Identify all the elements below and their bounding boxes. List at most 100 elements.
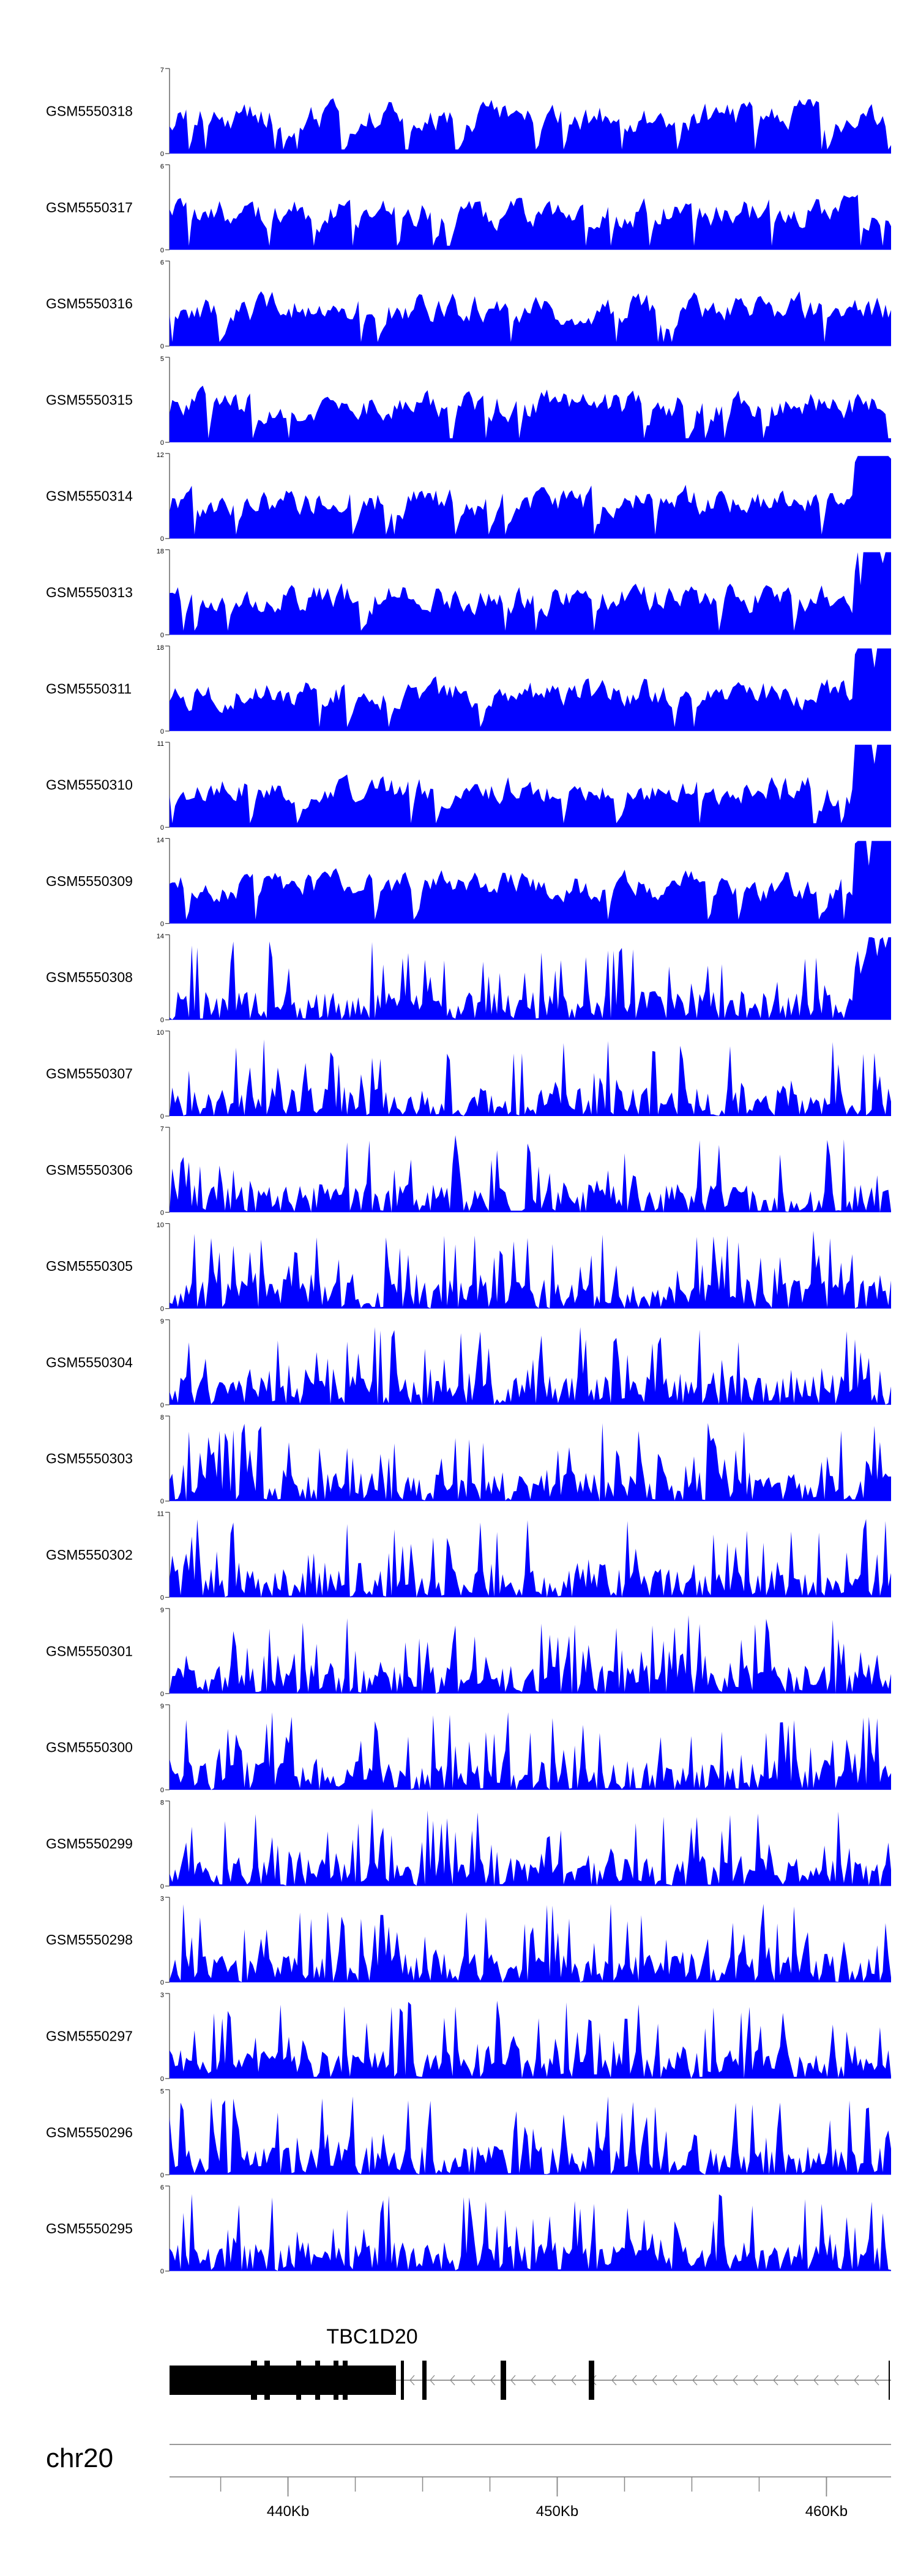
track-GSM5550317: GSM5550317 6 0: [46, 163, 891, 254]
y-min-label: 0: [160, 343, 164, 351]
y-min-label: 0: [160, 824, 164, 832]
chromosome-label: chr20: [46, 2443, 113, 2473]
strand-arrow: [571, 2375, 577, 2386]
y-max-label: 8: [160, 1799, 164, 1806]
coverage-area: [170, 841, 891, 924]
strand-arrow: [793, 2375, 799, 2386]
track-label: GSM5550307: [46, 1066, 133, 1082]
track-label: GSM5550304: [46, 1354, 133, 1370]
coverage-area: [170, 291, 891, 346]
exon-block: [343, 2361, 348, 2400]
gene-name-label: TBC1D20: [326, 2325, 417, 2348]
track-GSM5550308: GSM5550308 14 0: [46, 933, 891, 1024]
y-min-label: 0: [160, 1113, 164, 1120]
y-max-label: 9: [160, 1703, 164, 1710]
y-max-label: 10: [157, 1222, 164, 1229]
track-label: GSM5550301: [46, 1643, 133, 1659]
y-max-label: 7: [160, 1125, 164, 1133]
track-GSM5550304: GSM5550304 9 0: [46, 1318, 891, 1409]
exon-block: [315, 2361, 320, 2400]
genomic-axis: chr20 440Kb 450Kb 460Kb: [46, 2443, 891, 2520]
track-GSM5550297: GSM5550297 3 0: [46, 1992, 891, 2083]
track-GSM5550302: GSM5550302 11 0: [46, 1511, 891, 1602]
strand-arrow: [854, 2375, 859, 2386]
y-min-label: 0: [160, 632, 164, 639]
y-min-label: 0: [160, 1498, 164, 1505]
track-GSM5550314: GSM5550314 12 0: [46, 452, 891, 543]
track-label: GSM5550305: [46, 1258, 133, 1274]
track-GSM5550303: GSM5550303 8 0: [46, 1414, 891, 1505]
track-label: GSM5550310: [46, 777, 133, 793]
track-GSM5550318: GSM5550318 7 0: [46, 67, 891, 158]
coverage-area: [170, 456, 891, 539]
track-label: GSM5550298: [46, 1932, 133, 1948]
track-label: GSM5550300: [46, 1740, 133, 1755]
y-max-label: 8: [160, 1414, 164, 1421]
y-max-label: 5: [160, 356, 164, 363]
y-max-label: 5: [160, 2088, 164, 2095]
y-min-label: 0: [160, 2268, 164, 2276]
track-GSM5550296: GSM5550296 5 0: [46, 2088, 891, 2179]
exon-block: [422, 2361, 427, 2400]
y-max-label: 3: [160, 1992, 164, 1999]
track-label: GSM5550309: [46, 873, 133, 889]
y-min-label: 0: [160, 1402, 164, 1409]
track-GSM5550306: GSM5550306 7 0: [46, 1125, 891, 1216]
track-GSM5550298: GSM5550298 3 0: [46, 1896, 891, 1987]
strand-arrow: [753, 2375, 758, 2386]
exon-block: [264, 2361, 270, 2400]
track-label: GSM5550295: [46, 2220, 133, 2236]
coverage-area: [170, 1423, 891, 1502]
track-GSM5550305: GSM5550305 10 0: [46, 1222, 891, 1313]
track-GSM5550315: GSM5550315 5 0: [46, 356, 891, 447]
strand-arrow: [672, 2375, 677, 2386]
exon-block: [334, 2361, 338, 2400]
y-max-label: 7: [160, 67, 164, 74]
exon-block: [251, 2361, 257, 2400]
y-max-label: 11: [157, 740, 164, 748]
y-max-label: 18: [157, 644, 164, 652]
y-min-label: 0: [160, 1017, 164, 1024]
strand-arrow: [510, 2375, 516, 2386]
strand-arrow: [409, 2375, 415, 2386]
track-GSM5550310: GSM5550310 11 0: [46, 740, 891, 832]
utr-block: [170, 2366, 396, 2395]
track-label: GSM5550302: [46, 1547, 133, 1563]
y-max-label: 6: [160, 163, 164, 170]
y-min-label: 0: [160, 1209, 164, 1216]
axis-tick-label: 440Kb: [267, 2503, 309, 2520]
track-GSM5550309: GSM5550309 14 0: [46, 836, 891, 928]
coverage-area: [170, 2000, 891, 2079]
track-GSM5550301: GSM5550301 9 0: [46, 1607, 891, 1698]
track-label: GSM5550314: [46, 488, 133, 504]
exon-block: [501, 2361, 506, 2400]
y-max-label: 9: [160, 1607, 164, 1614]
y-min-label: 0: [160, 535, 164, 543]
axis-tick-label: 450Kb: [536, 2503, 578, 2520]
y-max-label: 14: [157, 836, 164, 844]
coverage-area: [170, 385, 891, 442]
track-label: GSM5550308: [46, 969, 133, 985]
coverage-area: [170, 1712, 891, 1790]
track-label: GSM5550313: [46, 584, 133, 600]
strand-arrow: [733, 2375, 738, 2386]
strand-arrow: [551, 2375, 556, 2386]
axis-tick-label: 460Kb: [805, 2503, 848, 2520]
strand-arrow: [813, 2375, 819, 2386]
y-min-label: 0: [160, 247, 164, 254]
y-max-label: 6: [160, 2184, 164, 2192]
strand-arrow: [712, 2375, 718, 2386]
coverage-area: [170, 552, 891, 635]
strand-arrow: [450, 2375, 455, 2386]
y-min-label: 0: [160, 1787, 164, 1794]
coverage-tracks: GSM555031870GSM555031760GSM555031660GSM5…: [46, 67, 891, 2276]
y-min-label: 0: [160, 1883, 164, 1890]
coverage-area: [170, 648, 891, 731]
track-label: GSM5550315: [46, 392, 133, 408]
strand-arrow: [430, 2375, 435, 2386]
y-min-label: 0: [160, 1979, 164, 1987]
y-min-label: 0: [160, 2075, 164, 2083]
coverage-area: [170, 1904, 891, 1982]
coverage-area: [170, 98, 891, 154]
